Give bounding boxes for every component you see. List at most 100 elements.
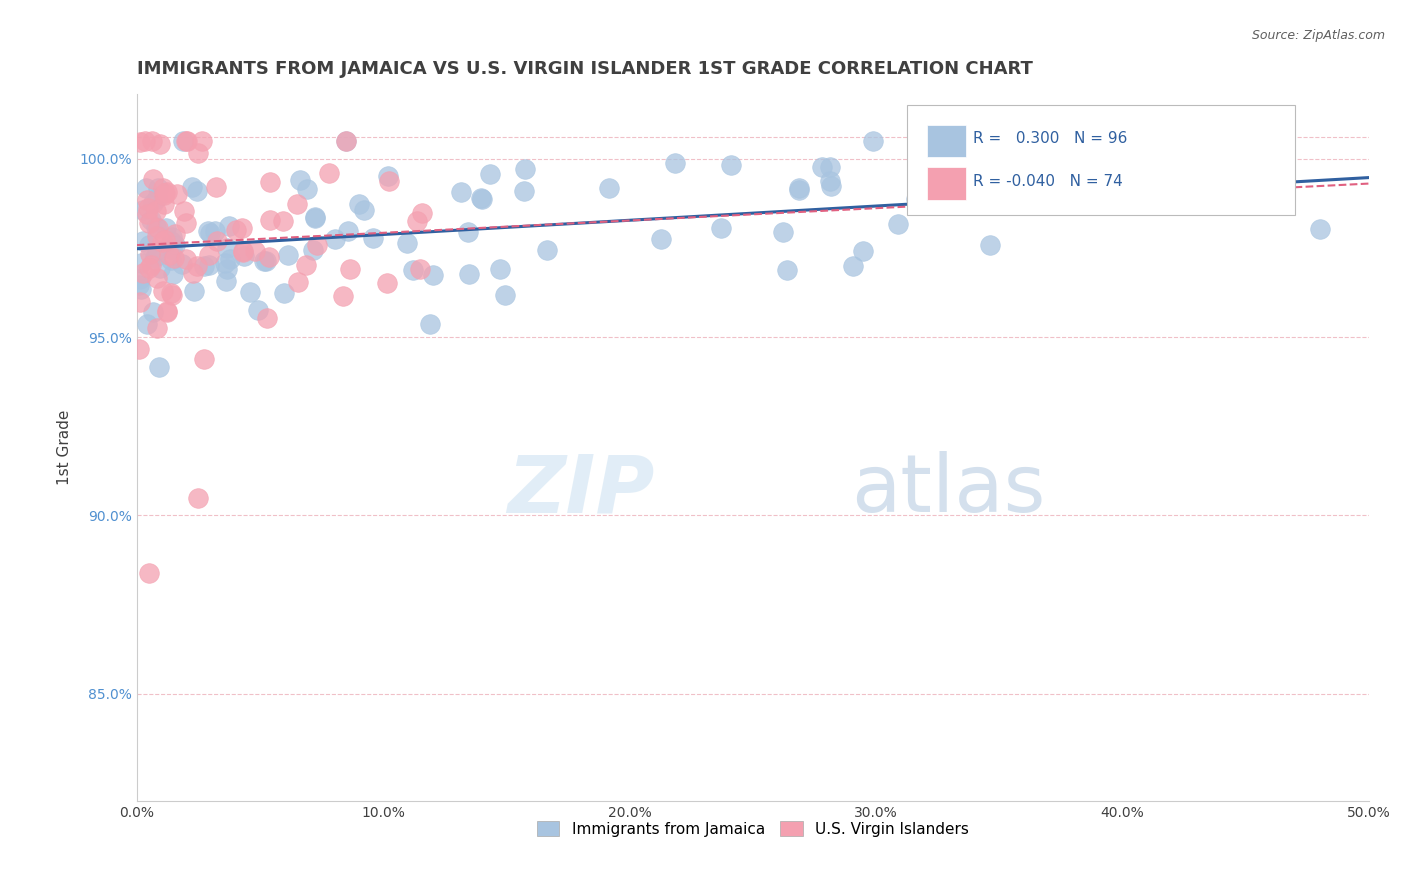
Point [131,203,153,218]
Point [152,181,174,195]
Point [787,184,810,198]
Point [145,204,167,219]
Point [128,342,150,356]
Point [204,180,226,194]
Point [271,214,294,228]
Point [128,278,150,293]
Point [776,262,799,277]
Point [288,172,311,186]
Point [170,257,193,271]
Text: IMMIGRANTS FROM JAMAICA VS U.S. VIRGIN ISLANDER 1ST GRADE CORRELATION CHART: IMMIGRANTS FROM JAMAICA VS U.S. VIRGIN I… [136,60,1032,78]
Point [231,221,253,235]
Point [402,263,425,277]
Point [245,244,267,258]
Point [457,226,479,240]
Point [419,318,441,332]
Point [820,178,842,193]
Point [139,258,162,272]
Point [145,243,167,257]
Point [450,186,472,200]
Point [187,146,209,161]
Point [215,241,238,255]
Point [138,261,160,276]
Point [217,262,239,277]
Point [129,282,152,296]
FancyBboxPatch shape [907,105,1295,215]
Point [337,224,360,238]
Point [163,251,186,265]
Point [198,258,221,272]
Point [536,244,558,258]
Point [135,181,157,195]
Point [405,213,427,227]
Point [159,234,181,248]
Point [204,224,226,238]
FancyBboxPatch shape [927,125,966,157]
Point [174,252,197,267]
Point [197,224,219,238]
Point [150,235,173,249]
Point [710,221,733,235]
Point [512,184,534,198]
Point [148,359,170,374]
Point [287,275,309,289]
Point [215,274,238,288]
Point [363,230,385,244]
Point [323,232,346,246]
Point [470,191,492,205]
Point [304,211,326,225]
Point [165,238,187,252]
Point [129,256,152,270]
Point [818,174,841,188]
Point [214,256,236,270]
Text: ZIP: ZIP [508,451,654,529]
Point [138,216,160,230]
Point [277,248,299,262]
Point [377,169,399,183]
Point [165,227,187,242]
Point [335,134,357,148]
Point [142,172,165,186]
Point [232,244,254,259]
Point [135,317,157,331]
Point [232,249,254,263]
Point [160,285,183,300]
Point [458,268,481,282]
Point [146,221,169,235]
Point [273,286,295,301]
Y-axis label: 1st Grade: 1st Grade [58,410,72,485]
Point [149,136,172,151]
Point [232,244,254,258]
Point [789,180,811,194]
Point [153,186,176,200]
Point [149,261,172,276]
Point [141,134,163,148]
Point [347,197,370,211]
Point [335,134,357,148]
Point [141,213,163,227]
Point [181,266,204,280]
Point [132,234,155,248]
Point [513,162,536,177]
Point [181,179,204,194]
Point [186,259,208,273]
Point [378,174,401,188]
Point [198,226,221,240]
Point [172,134,194,148]
Point [136,202,159,216]
Point [650,232,672,246]
Point [128,136,150,150]
Point [409,262,432,277]
Point [411,206,433,220]
Point [146,180,169,194]
Point [173,204,195,219]
Point [598,180,620,194]
Point [720,158,742,172]
Point [664,156,686,170]
Point [887,217,910,231]
Point [818,160,841,174]
Point [318,166,340,180]
Point [353,202,375,217]
Point [256,311,278,326]
Point [198,248,221,262]
